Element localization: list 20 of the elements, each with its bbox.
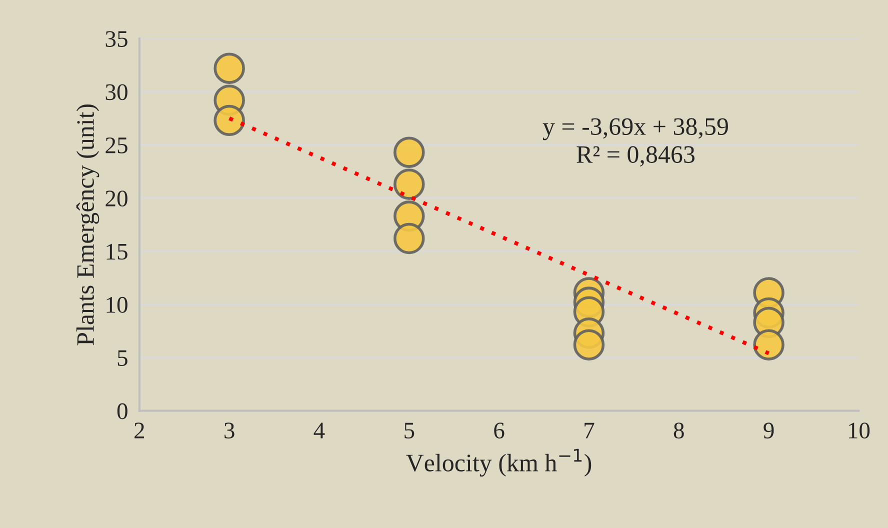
- x-tick-label: 10: [848, 422, 870, 439]
- y-tick-label: 20: [106, 190, 128, 206]
- x-tick-label: 8: [674, 422, 684, 439]
- x-axis-title: Velocity (km h$^{−1}$): [406, 448, 592, 477]
- y-tick-label: 35: [106, 31, 128, 47]
- annotation: y = -3,69x + 38,59 R² = 0,8463: [542, 118, 728, 167]
- x-tick-label: 3: [224, 422, 234, 439]
- y-tick-label: 15: [106, 244, 128, 260]
- x-tick-label: 7: [584, 422, 594, 438]
- x-tick-label: 9: [764, 422, 774, 439]
- y-tick-label: 30: [106, 84, 128, 100]
- x-tick-label: 4: [314, 422, 325, 438]
- y-tick-label: 25: [106, 137, 128, 154]
- y-tick-label: 0: [117, 403, 128, 420]
- x-tick-label: 2: [134, 422, 144, 438]
- x-tick-label: 6: [494, 422, 504, 439]
- y-axis-title: Plants Emergêncy (unit): [76, 104, 100, 346]
- x-tick-label: 5: [404, 422, 414, 439]
- y-tick-label: 10: [106, 296, 128, 313]
- y-tick-label: 5: [118, 350, 128, 366]
